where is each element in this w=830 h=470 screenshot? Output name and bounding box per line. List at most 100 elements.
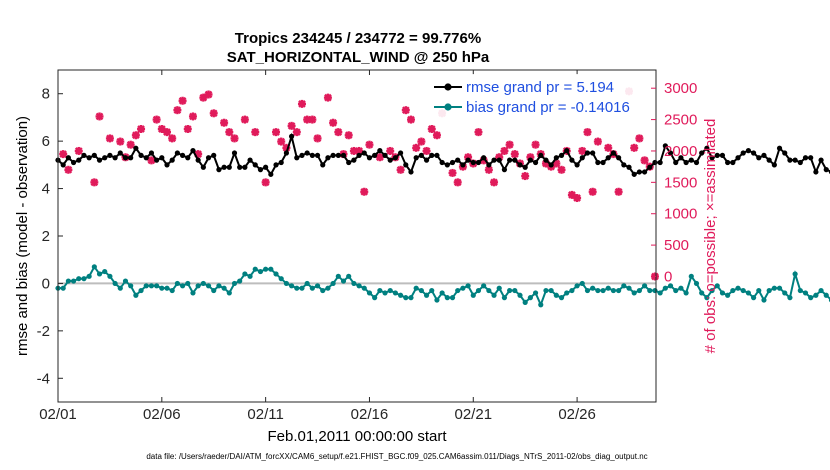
obs-stroke-d2 (485, 165, 493, 174)
rmse-point (190, 148, 196, 154)
obs-assimilated-point (531, 140, 540, 149)
obs-assimilated-point (334, 128, 343, 137)
rmse-point (688, 157, 694, 163)
obs-stroke-d2 (225, 128, 234, 136)
bias-point (434, 297, 440, 303)
obs-assimilated-point (308, 115, 317, 124)
bias-point (678, 285, 684, 291)
obs-assimilated-point (287, 121, 296, 130)
obs-assimilated-point (422, 146, 431, 155)
bias-point (226, 290, 232, 296)
rmse-point (252, 162, 258, 168)
rmse-point (647, 164, 653, 170)
obs-assimilated-point (588, 187, 597, 196)
obs-stroke-d2 (422, 147, 431, 155)
rmse-point (626, 164, 632, 170)
rmse-point (766, 157, 772, 163)
bias-point (340, 278, 347, 284)
bias-point (652, 287, 658, 294)
rmse-point (802, 155, 809, 161)
obs-stroke-d2 (168, 134, 177, 143)
rmse-point (600, 159, 606, 166)
obs-stroke-d2 (220, 118, 228, 127)
rmse-point (81, 152, 87, 158)
bias-point (449, 295, 456, 301)
bias-point (621, 283, 627, 289)
rmse-point (107, 152, 113, 158)
y-right-tick-label: 3000 (664, 80, 697, 97)
rmse-point (346, 159, 352, 166)
bias-point (688, 273, 694, 279)
bias-point (221, 285, 227, 291)
bias-point (730, 287, 736, 294)
y-left-tick-label: -4 (37, 370, 50, 387)
obs-assimilated-point (277, 137, 286, 146)
bias-point (683, 290, 689, 296)
obs-assimilated-point (152, 115, 161, 124)
bias-point (143, 283, 149, 289)
obs-stroke-d2 (209, 109, 218, 118)
bias-point (616, 287, 622, 294)
obs-stroke-d2 (298, 100, 306, 108)
obs-assimilated-point (209, 109, 218, 118)
rmse-point (263, 164, 269, 170)
rmse-point (678, 155, 684, 161)
obs-assimilated-point (323, 93, 332, 102)
rmse-point (112, 155, 118, 161)
obs-stroke-d2 (386, 147, 395, 155)
rmse-point (776, 145, 783, 151)
obs-stroke-d2 (173, 106, 182, 115)
rmse-point (699, 150, 705, 156)
obs-stroke-d2 (126, 140, 135, 149)
rmse-point (423, 157, 430, 163)
obs-stroke-d2 (147, 156, 156, 165)
bias-point (569, 287, 575, 294)
bias-point (527, 295, 533, 301)
bias-point (429, 287, 435, 294)
rmse-point (128, 155, 134, 161)
obs-assimilated-point (59, 150, 68, 159)
rmse-point (444, 162, 450, 168)
bias-point (247, 273, 253, 279)
obs-stroke-d2 (630, 143, 639, 152)
bias-point (802, 290, 809, 296)
rmse-point (434, 152, 440, 158)
rmse-point (486, 162, 492, 168)
rmse-point (122, 155, 129, 161)
bias-point (423, 292, 430, 298)
obs-assimilated-point (168, 134, 177, 143)
bias-point (294, 285, 300, 291)
y-axis-left-label: rmse and bias (model - observation) (14, 116, 31, 356)
obs-stroke-d2 (95, 112, 104, 121)
bias-point (91, 264, 97, 270)
bias-point (636, 287, 642, 294)
obs-stroke-d2 (251, 128, 260, 136)
obs-assimilated-point (417, 137, 426, 146)
rmse-point (574, 162, 580, 168)
rmse-point (96, 157, 103, 163)
obs-stroke-d2 (272, 128, 280, 136)
legend-bias-marker (444, 103, 452, 111)
rmse-point (382, 152, 388, 158)
obs-assimilated-point (74, 146, 83, 155)
rmse-point (745, 148, 751, 154)
bias-point (673, 287, 679, 294)
rmse-point (242, 164, 248, 170)
bias-point (444, 295, 450, 301)
bias-point (501, 295, 508, 301)
bias-point (460, 285, 466, 291)
rmse-point (138, 152, 144, 158)
rmse-point (299, 152, 305, 158)
rmse-point (455, 157, 461, 163)
obs-stroke-d2 (116, 137, 125, 146)
rmse-point (460, 162, 466, 168)
bias-point (667, 283, 674, 289)
rmse-point (356, 152, 362, 158)
obs-stroke-d2 (490, 178, 498, 187)
rmse-point (512, 157, 518, 163)
bias-point (787, 295, 793, 301)
rmse-point (517, 162, 523, 168)
obs-assimilated-point (251, 128, 260, 137)
legend-rmse-label: rmse grand pr = 5.194 (466, 79, 614, 96)
bias-point (418, 287, 424, 294)
